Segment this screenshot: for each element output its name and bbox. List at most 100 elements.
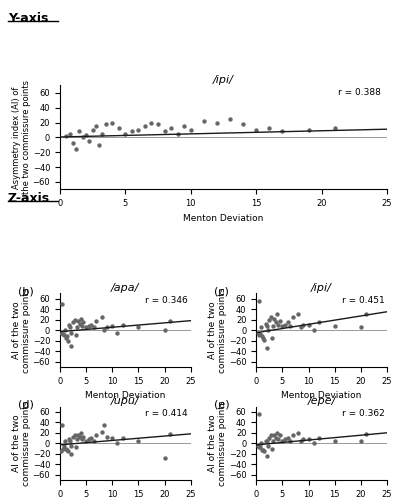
Point xyxy=(273,318,279,326)
Point xyxy=(310,440,317,448)
Point xyxy=(310,326,317,334)
Point xyxy=(65,447,71,455)
Point xyxy=(58,328,65,336)
Point xyxy=(271,432,278,440)
Point xyxy=(279,128,286,136)
Point xyxy=(68,442,75,450)
Point xyxy=(168,124,174,132)
Point xyxy=(80,318,87,326)
Point xyxy=(256,332,263,340)
Point xyxy=(253,126,259,134)
Point xyxy=(261,336,267,344)
Point xyxy=(79,322,85,330)
Point xyxy=(174,130,181,138)
Point xyxy=(68,342,74,350)
Point xyxy=(99,130,105,138)
Point xyxy=(266,124,273,132)
Point xyxy=(77,429,84,437)
Point xyxy=(332,436,338,444)
Text: r = 0.388: r = 0.388 xyxy=(338,88,381,98)
Point xyxy=(279,436,286,444)
Text: (d): (d) xyxy=(18,399,34,409)
Point xyxy=(265,442,271,450)
Point xyxy=(135,436,142,444)
Point xyxy=(65,336,71,344)
Point xyxy=(80,134,87,141)
Point xyxy=(93,432,100,440)
Point xyxy=(258,324,265,332)
Point xyxy=(263,436,269,444)
Point xyxy=(122,130,128,138)
Point xyxy=(76,128,83,136)
Point xyxy=(277,316,283,324)
Point xyxy=(305,321,312,329)
Point xyxy=(89,126,96,134)
Point xyxy=(135,324,142,332)
Point xyxy=(181,122,188,130)
Point xyxy=(263,322,270,330)
Point xyxy=(62,436,68,444)
Point xyxy=(93,122,100,130)
Point xyxy=(201,117,207,125)
Y-axis label: AI of the two
commissure points: AI of the two commissure points xyxy=(12,288,31,373)
Point xyxy=(60,330,66,338)
Point xyxy=(71,432,78,440)
Point xyxy=(85,435,92,443)
Point xyxy=(58,447,65,455)
Point xyxy=(227,115,233,123)
Point xyxy=(119,434,126,442)
Point xyxy=(274,429,280,437)
Point xyxy=(96,141,102,149)
Point xyxy=(256,444,263,452)
Point xyxy=(91,324,97,332)
Y-axis label: AI of the two
commissure points: AI of the two commissure points xyxy=(12,400,31,486)
Point xyxy=(279,322,286,330)
Y-axis label: Asymmetry index (AI) of
the two commissure points: Asymmetry index (AI) of the two commissu… xyxy=(12,80,31,194)
Point xyxy=(70,433,76,441)
Point xyxy=(284,318,291,326)
Point xyxy=(67,130,73,138)
Point xyxy=(73,324,80,332)
Text: r = 0.346: r = 0.346 xyxy=(145,296,188,304)
Point xyxy=(282,321,288,329)
Point xyxy=(261,447,267,455)
Point xyxy=(161,326,168,334)
Point xyxy=(263,436,270,444)
Point xyxy=(148,118,155,126)
Point xyxy=(119,321,126,329)
Point xyxy=(62,326,68,334)
Point xyxy=(104,324,110,332)
Point xyxy=(240,120,246,128)
Point xyxy=(101,421,108,429)
Point xyxy=(59,421,66,429)
Point xyxy=(287,322,293,330)
Point xyxy=(271,314,278,322)
Point xyxy=(161,454,168,462)
Point xyxy=(75,432,81,440)
Point xyxy=(63,334,69,342)
Point xyxy=(300,321,306,329)
Point xyxy=(275,435,281,443)
X-axis label: Menton Deviation: Menton Deviation xyxy=(85,391,166,400)
Point xyxy=(109,118,115,126)
Point xyxy=(72,144,79,152)
Point xyxy=(85,137,92,145)
Point xyxy=(61,332,67,340)
X-axis label: Menton Deviation: Menton Deviation xyxy=(183,214,264,222)
Title: /ipi/: /ipi/ xyxy=(213,74,234,85)
Point xyxy=(99,428,105,436)
Point xyxy=(269,444,275,452)
Point xyxy=(67,436,73,444)
Point xyxy=(68,328,75,336)
Point xyxy=(260,334,266,342)
Point xyxy=(270,322,276,330)
Point xyxy=(295,429,301,437)
Point xyxy=(99,313,105,321)
Point xyxy=(284,434,291,442)
Point xyxy=(103,120,109,128)
Point xyxy=(255,328,261,336)
Title: /upu/: /upu/ xyxy=(111,396,140,406)
Point xyxy=(66,321,73,329)
Point xyxy=(298,436,304,444)
Point xyxy=(116,124,122,132)
